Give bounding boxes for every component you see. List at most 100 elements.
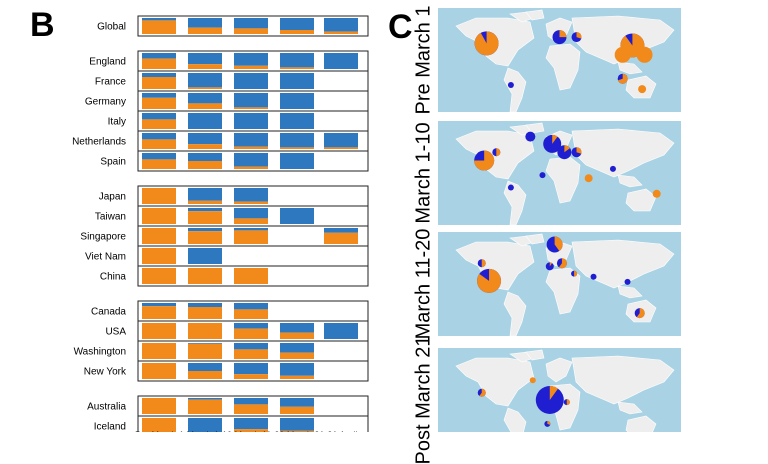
world-map [438, 121, 681, 225]
pie-marker [624, 278, 631, 285]
bar-blue-segment [234, 398, 268, 405]
bar-orange-segment [142, 139, 176, 149]
bar-blue-segment [280, 153, 314, 169]
bar-blue-segment [142, 153, 176, 160]
bar-blue-segment [188, 228, 222, 232]
bar-orange-segment [188, 27, 222, 34]
bar-blue-segment [188, 188, 222, 201]
pie-marker [477, 268, 502, 293]
pie-marker [492, 148, 501, 157]
bar-blue-segment [142, 133, 176, 140]
bar-orange-segment [234, 328, 268, 339]
pie-marker [529, 377, 536, 384]
row-label: China [100, 272, 127, 283]
bar-blue-segment [188, 208, 222, 212]
continent [617, 401, 643, 415]
bar-orange-segment [234, 429, 268, 432]
bar-orange-segment [188, 161, 222, 169]
pie-marker [507, 184, 514, 191]
bar-orange-segment [234, 374, 268, 379]
row-label: Viet Nam [85, 252, 126, 263]
bar-orange-segment [142, 97, 176, 109]
bar-blue-segment [188, 133, 222, 145]
bar-orange-segment [142, 363, 176, 379]
bar-blue-segment [324, 133, 358, 148]
continent [455, 241, 535, 291]
bar-orange-segment [188, 323, 222, 339]
bar-orange-segment [280, 67, 314, 69]
bar-blue-segment [142, 303, 176, 307]
bar-orange-segment [142, 58, 176, 69]
pie-marker [474, 150, 495, 171]
pie-marker [584, 174, 593, 183]
row-label: Italy [108, 117, 126, 128]
bar-orange-segment [188, 144, 222, 149]
bar-orange-segment [234, 201, 268, 204]
pie-marker [609, 165, 616, 172]
bar-orange-segment [142, 77, 176, 89]
bar-blue-segment [280, 208, 314, 224]
continent [625, 415, 657, 432]
bar-orange-segment [234, 230, 268, 244]
bar-blue-segment [188, 303, 222, 307]
bar-orange-segment [324, 147, 358, 149]
row-label: USA [105, 327, 126, 338]
bar-orange-segment [188, 211, 222, 224]
pie-marker [535, 386, 564, 414]
bar-orange-segment [142, 188, 176, 204]
bar-blue-segment [280, 53, 314, 68]
continent [525, 349, 545, 361]
bar-blue-segment [188, 53, 222, 65]
bar-orange-segment [142, 398, 176, 414]
pie-marker [525, 131, 536, 142]
bar-orange-segment [142, 228, 176, 244]
bar-orange-segment [280, 375, 314, 379]
panel-b-chart: Global England France Germany Italy Netherlan… [72, 15, 369, 432]
bar-blue-segment [234, 363, 268, 375]
bar-blue-segment [188, 18, 222, 28]
bar-blue-segment [280, 133, 314, 148]
bar-orange-segment [142, 418, 176, 432]
bar-orange-segment [142, 20, 176, 34]
bar-orange-segment [188, 268, 222, 284]
pie-marker [614, 46, 631, 63]
pie-marker [571, 147, 582, 158]
row-label: Taiwan [95, 212, 126, 223]
bar-blue-segment [234, 73, 268, 89]
bar-blue-segment [280, 113, 314, 129]
world-map [438, 232, 681, 336]
bar-orange-segment [280, 147, 314, 149]
pie-marker [544, 420, 551, 427]
pie-marker [634, 308, 645, 319]
row-label: Singapore [80, 232, 126, 243]
bar-blue-segment [188, 248, 222, 264]
continent [503, 67, 527, 112]
continent [617, 174, 643, 188]
pie-marker [543, 134, 562, 153]
bar-blue-segment [234, 323, 268, 329]
bar-orange-segment [234, 107, 268, 109]
bar-orange-segment [142, 323, 176, 339]
pie-marker [477, 259, 486, 268]
period-label: March 11-20 [412, 228, 435, 340]
pie-marker [556, 258, 567, 269]
row-label: Canada [91, 307, 126, 318]
continent [545, 357, 573, 383]
bar-orange-segment [188, 87, 222, 89]
continent [545, 267, 581, 315]
row-frame [137, 415, 369, 432]
bar-blue-segment [188, 418, 222, 432]
row-label: Japan [99, 192, 126, 203]
bar-orange-segment [188, 200, 222, 204]
continent [503, 291, 527, 336]
continent [571, 239, 675, 289]
bar-blue-segment [280, 323, 314, 333]
pie-marker [571, 32, 582, 43]
bar-blue-segment [188, 93, 222, 104]
pie-marker [539, 172, 546, 179]
bar-orange-segment [142, 159, 176, 169]
bar-blue-segment [324, 228, 358, 233]
bar-blue-segment [234, 113, 268, 129]
row-label: France [95, 77, 127, 88]
continent [525, 233, 545, 245]
